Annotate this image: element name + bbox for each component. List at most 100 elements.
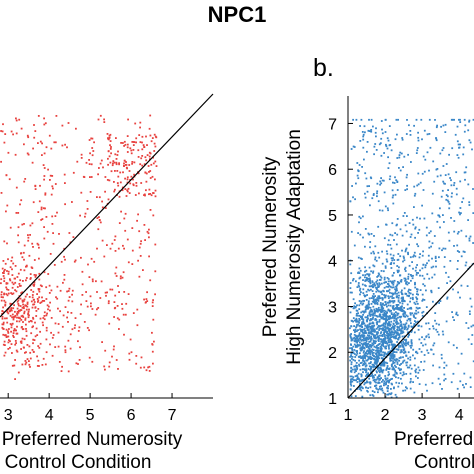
scatter-point (398, 156, 401, 159)
scatter-point (387, 295, 390, 298)
scatter-point (393, 354, 396, 356)
scatter-point (14, 277, 16, 280)
scatter-point (391, 365, 393, 368)
scatter-point (417, 245, 420, 248)
scatter-point (366, 185, 369, 188)
scatter-point (366, 329, 369, 331)
scatter-point (120, 142, 122, 144)
scatter-point (379, 302, 382, 304)
scatter-point (109, 148, 112, 150)
scatter-point (371, 357, 373, 360)
scatter-point (355, 309, 358, 312)
scatter-point (396, 333, 399, 336)
y-tick-label: 2 (328, 345, 337, 362)
scatter-point (362, 135, 365, 138)
scatter-point (405, 386, 407, 389)
scatter-point (416, 298, 419, 300)
scatter-point (349, 356, 352, 358)
scatter-point (150, 163, 153, 166)
scatter-point (471, 334, 474, 336)
scatter-point (364, 274, 367, 276)
scatter-point (137, 156, 140, 158)
scatter-point (360, 316, 362, 318)
scatter-point (380, 334, 383, 337)
scatter-point (351, 349, 354, 352)
scatter-point (400, 279, 403, 281)
scatter-point (375, 387, 378, 390)
scatter-point (388, 392, 391, 395)
scatter-point (376, 336, 378, 339)
scatter-point (43, 318, 46, 321)
scatter-point (377, 297, 380, 300)
scatter-point (368, 289, 371, 292)
scatter-point (400, 327, 403, 330)
scatter-point (362, 363, 365, 365)
scatter-point (388, 322, 390, 325)
scatter-point (388, 373, 390, 376)
scatter-point (49, 343, 51, 346)
scatter-point (37, 359, 40, 362)
scatter-point (395, 243, 398, 246)
scatter-point (14, 316, 16, 318)
scatter-point (389, 357, 391, 360)
scatter-point (472, 118, 474, 121)
scatter-point (359, 257, 362, 260)
scatter-point (148, 255, 150, 258)
scatter-point (393, 336, 395, 339)
scatter-point (131, 162, 133, 165)
scatter-point (351, 339, 354, 341)
scatter-point (378, 329, 380, 331)
scatter-point (353, 329, 355, 332)
scatter-point (470, 325, 473, 328)
scatter-point (401, 330, 404, 333)
scatter-point (51, 336, 54, 339)
scatter-point (386, 365, 389, 367)
scatter-point (28, 360, 30, 362)
scatter-point (3, 354, 6, 357)
scatter-point (370, 330, 373, 333)
scatter-point (380, 339, 383, 341)
scatter-point (400, 308, 403, 311)
scatter-point (373, 324, 376, 327)
scatter-point (429, 146, 432, 149)
scatter-point (115, 163, 118, 166)
scatter-point (404, 327, 406, 330)
scatter-point (137, 172, 140, 175)
scatter-point (387, 243, 389, 246)
scatter-point (42, 324, 44, 327)
scatter-point (33, 136, 36, 139)
scatter-point (468, 120, 470, 123)
scatter-point (369, 319, 371, 322)
scatter-point (376, 376, 379, 379)
scatter-point (109, 140, 112, 142)
scatter-point (404, 311, 407, 314)
scatter-point (402, 349, 405, 352)
scatter-point (401, 293, 404, 296)
scatter-point (392, 254, 395, 257)
scatter-point (379, 283, 381, 286)
scatter-point (385, 383, 387, 385)
scatter-point (369, 351, 371, 354)
scatter-point (388, 347, 390, 350)
scatter-point (396, 329, 399, 332)
scatter-point (397, 307, 400, 309)
scatter-point (4, 317, 6, 320)
scatter-point (380, 331, 383, 333)
scatter-point (36, 298, 39, 300)
scatter-point (359, 302, 362, 305)
scatter-point (375, 384, 378, 387)
scatter-point (409, 380, 412, 383)
scatter-point (452, 316, 454, 319)
scatter-point (386, 312, 388, 314)
scatter-point (366, 190, 369, 193)
scatter-point (373, 235, 375, 237)
scatter-point (453, 184, 455, 187)
scatter-point (139, 126, 141, 129)
scatter-point (404, 250, 407, 253)
scatter-point (353, 325, 355, 327)
scatter-point (371, 318, 374, 320)
scatter-point (374, 314, 376, 317)
scatter-point (367, 317, 369, 320)
scatter-point (455, 187, 458, 190)
scatter-point (386, 137, 389, 140)
